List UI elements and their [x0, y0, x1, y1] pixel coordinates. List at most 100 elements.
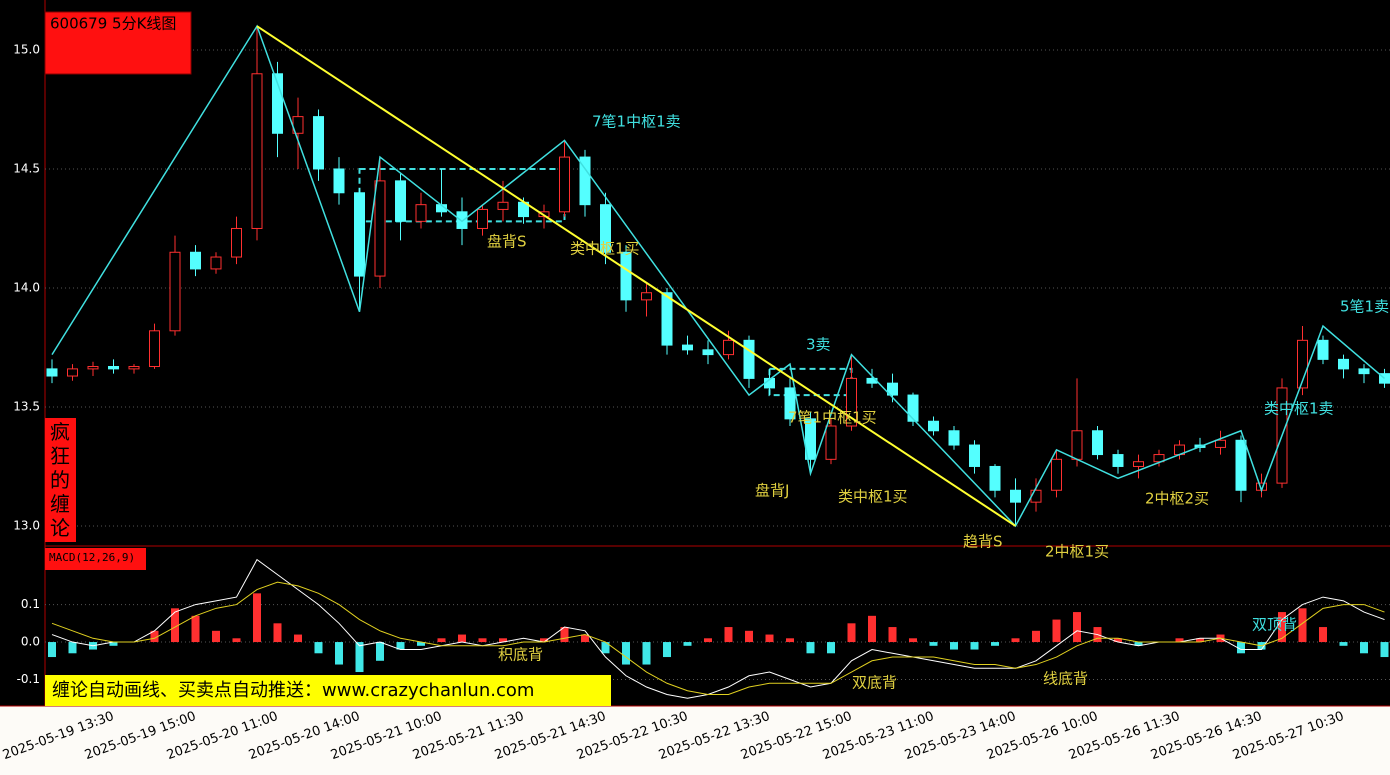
macd-bar: [253, 593, 261, 643]
annotation: 2中枢2买: [1145, 490, 1209, 508]
candle-body: [1317, 339, 1329, 360]
candle-body: [1297, 339, 1308, 389]
macd-bar: [437, 638, 446, 643]
macd-bar: [786, 638, 794, 643]
macd-bar: [1237, 642, 1245, 654]
y-tick-label: 13.5: [13, 399, 40, 413]
macd-bar: [109, 642, 118, 646]
candle-body: [825, 425, 837, 460]
macd-bar: [171, 608, 179, 643]
candle-body: [579, 156, 591, 206]
candle-body: [846, 377, 857, 427]
macd-bar: [294, 634, 302, 643]
y-tick-label: 13.0: [13, 518, 40, 532]
annotation: 趋背S: [963, 533, 1003, 551]
macd-bar: [68, 642, 77, 654]
macd-bar: [827, 642, 835, 654]
candle-body: [682, 344, 693, 351]
macd-bar: [745, 630, 753, 643]
candle-body: [1010, 489, 1021, 503]
macd-bar: [601, 642, 610, 654]
macd-bar: [48, 642, 56, 658]
macd-bar: [950, 642, 958, 650]
dea-line: [51, 581, 1385, 696]
annotation: 双底背: [852, 674, 897, 692]
macd-bar: [1175, 638, 1184, 643]
macd-bar: [888, 627, 897, 643]
bi-stroke: [51, 24, 1385, 528]
candle-body: [128, 366, 140, 370]
annotation: 5笔1卖: [1340, 298, 1389, 316]
trend-line: [256, 25, 1017, 527]
macd-bar: [212, 630, 220, 643]
side-label-box: [45, 418, 76, 542]
y-tick-label: -0.1: [17, 672, 40, 686]
title-box: [44, 11, 192, 75]
macd-bar: [355, 642, 364, 673]
candle-body: [108, 366, 119, 370]
annotation: 盘背J: [755, 482, 789, 500]
annotation: 线底背: [1043, 670, 1088, 688]
candle-body: [1215, 439, 1226, 448]
candle-body: [190, 251, 201, 270]
macd-bar: [765, 634, 774, 643]
macd-title: MACD(12,26,9): [49, 551, 135, 564]
candle-body: [1092, 430, 1103, 456]
candle-body: [210, 256, 222, 270]
macd-bar: [396, 642, 405, 650]
candle-body: [1071, 430, 1083, 460]
macd-bar: [560, 627, 569, 643]
macd-bar: [1319, 627, 1327, 643]
candle-body: [600, 204, 611, 253]
annotation: 双顶背: [1252, 616, 1297, 634]
candle-body: [251, 73, 263, 229]
macd-bar: [1114, 638, 1122, 643]
annotation: 2中枢1买: [1045, 543, 1109, 561]
macd-bar: [704, 638, 712, 643]
macd-bar: [273, 623, 282, 643]
candle-body: [333, 168, 345, 194]
annotation: 7笔1中枢1买: [788, 409, 877, 427]
macd-bar: [540, 638, 548, 643]
candle-body: [374, 180, 386, 277]
y-tick-label: 0.0: [21, 635, 40, 649]
annotation: 3卖: [806, 336, 831, 354]
macd-bar: [724, 627, 733, 643]
side-label: 疯狂的缠论: [50, 420, 70, 540]
annotation: 类中枢1买: [838, 488, 908, 506]
macd-bar: [1339, 642, 1348, 646]
candle-body: [969, 444, 980, 467]
macd-bar: [458, 634, 466, 643]
candle-body: [661, 292, 673, 346]
candle-body: [948, 430, 960, 446]
y-tick-label: 0.1: [21, 597, 40, 611]
y-tick-label: 14.0: [13, 280, 40, 294]
candle-body: [989, 465, 1001, 491]
macd-bar: [970, 642, 979, 650]
candle-body: [497, 201, 509, 210]
annotation: 类中枢1卖: [1264, 400, 1334, 418]
candle-body: [1235, 439, 1247, 491]
candle-body: [743, 339, 755, 379]
macd-bar: [663, 642, 671, 658]
annotation: 盘背S: [487, 233, 527, 251]
macd-bar: [232, 638, 241, 643]
macd-bar: [499, 638, 507, 643]
candle-body: [1112, 454, 1124, 467]
candle-body: [1030, 489, 1042, 503]
macd-bar: [478, 638, 487, 643]
candle-body: [1358, 368, 1370, 375]
candle-body: [272, 73, 283, 134]
macd-bar: [868, 615, 876, 643]
candle-body: [620, 251, 632, 301]
macd-bar: [909, 638, 917, 643]
candle-body: [723, 339, 734, 356]
macd-bar: [1134, 642, 1143, 646]
banner-box: [45, 675, 611, 706]
y-tick-label: 15.0: [13, 42, 40, 56]
macd-bar: [191, 615, 200, 643]
candle-body: [456, 211, 468, 229]
